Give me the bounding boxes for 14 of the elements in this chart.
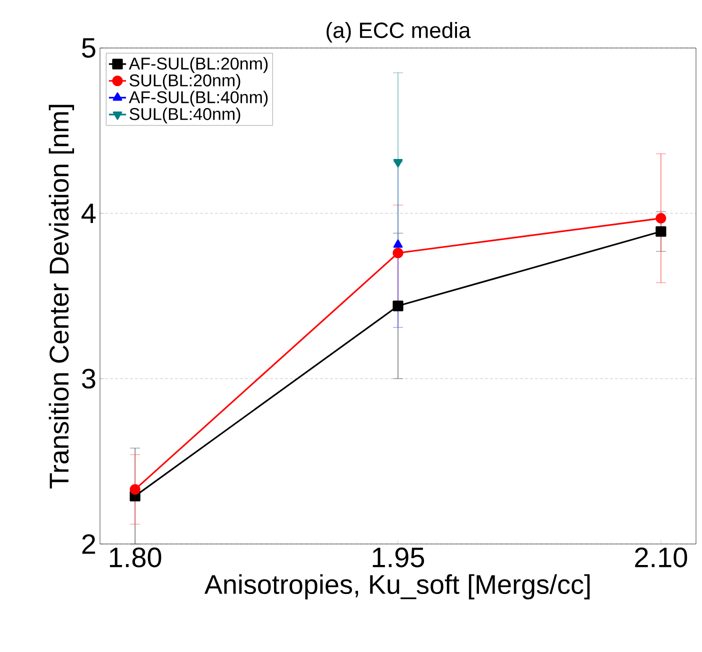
x-tick-label: 2.10 xyxy=(635,548,688,568)
x-tick-label: 1.95 xyxy=(372,548,424,568)
y-tick-label: 3 xyxy=(82,368,96,389)
chart-title: (a) ECC media xyxy=(326,22,471,42)
legend-label: SUL(BL:40nm) xyxy=(130,108,240,124)
legend-label: AF-SUL(BL:40nm) xyxy=(128,90,268,107)
legend-label: SUL(BL:20nm) xyxy=(130,74,240,90)
y-axis-title: Transition Center Deviation [nm] xyxy=(48,104,74,488)
x-axis-title: Anisotropies, Ku_soft [Mergs/cc] xyxy=(204,574,590,600)
x-tick-label: 1.80 xyxy=(110,548,162,568)
y-tick-label: 4 xyxy=(82,204,96,223)
legend-label: AF-SUL(BL:20nm) xyxy=(128,57,268,73)
y-tick-label: 2 xyxy=(82,534,96,554)
y-tick-label: 5 xyxy=(82,38,96,58)
